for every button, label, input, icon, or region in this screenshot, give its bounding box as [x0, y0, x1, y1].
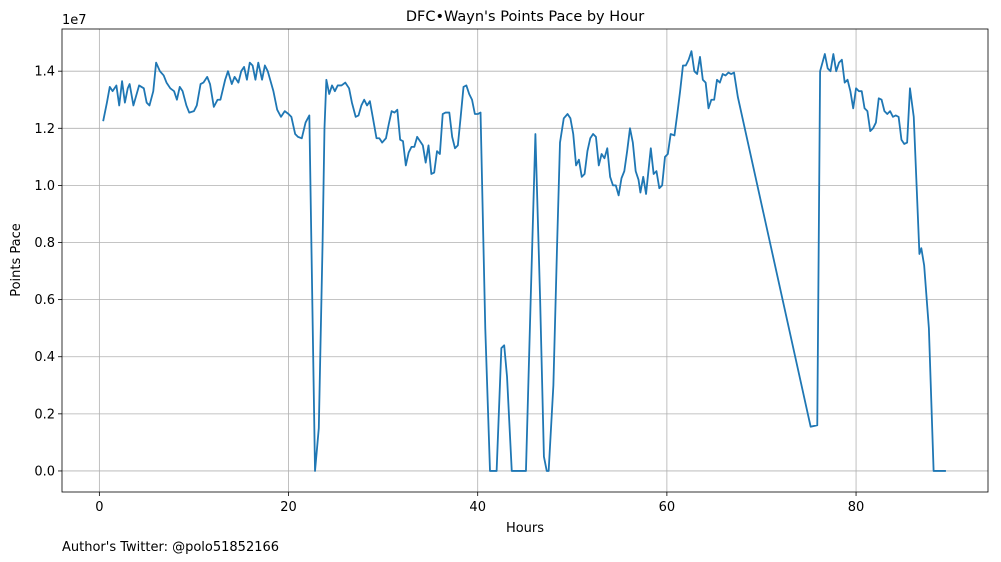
y-tick-label: 0.2: [34, 407, 55, 422]
footer: Author's Twitter: @polo51852166: [62, 540, 279, 555]
chart-title: DFC•Wayn's Points Pace by Hour: [406, 9, 644, 25]
x-tick-label: 20: [280, 500, 297, 515]
data-line: [102, 50, 946, 472]
plot-frame: [61, 28, 989, 493]
x-tick-label: 0: [95, 500, 103, 515]
x-tick-label: 80: [848, 500, 865, 515]
y-tick-label: 1.4: [34, 65, 55, 80]
y-tick-label: 0.0: [34, 464, 55, 479]
x-tick-label: 40: [469, 500, 486, 515]
y-tick-label: 0.6: [34, 293, 55, 308]
y-tick-label: 1.2: [34, 122, 55, 137]
y-offset-label: 1e7: [62, 13, 87, 28]
x-tick-label: 60: [659, 500, 676, 515]
y-tick-label: 0.8: [34, 236, 55, 251]
x-axis-label: Hours: [506, 521, 544, 536]
y-tick-label: 1.0: [34, 179, 55, 194]
y-tick-label: 0.4: [34, 350, 55, 365]
y-axis-label: Points Pace: [9, 223, 24, 297]
